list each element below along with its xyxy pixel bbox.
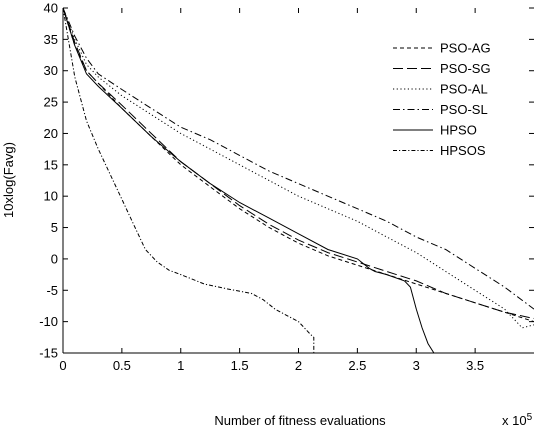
series-line-pso-sg [63,8,534,319]
y-tick-label: 15 [44,157,58,172]
series-line-hpso [63,8,435,353]
x-tick-label: 3 [413,358,420,373]
y-tick-label: -5 [46,283,58,298]
y-tick-label: 35 [44,32,58,47]
y-tick-label: 40 [44,1,58,16]
series-line-hpsos [63,8,315,353]
legend-label-pso-sl: PSO-SL [440,102,488,117]
y-tick-label: 30 [44,63,58,78]
y-tick-label: 10 [44,189,58,204]
y-tick-label: 5 [51,220,58,235]
x-tick-label: 0.5 [113,358,131,373]
x-multiplier-label: x 105 [502,412,533,428]
legend-label-pso-al: PSO-AL [440,82,488,97]
y-axis-label: 10xlog(Favg) [1,142,16,218]
legend-label-hpsos: HPSOS [440,143,486,158]
x-tick-label: 1.5 [231,358,249,373]
plot-area-background [63,8,534,353]
y-tick-label: 20 [44,126,58,141]
ticks-layer: 0 0.5 1 1.5 2 2.5 3 3.5 -15 -10 -5 0 5 10 15 20 25 30 35 40 [39,1,534,373]
series-line-pso-sl [63,8,534,310]
x-axis-label: Number of fitness evaluations [214,413,386,428]
x-tick-label: 2.5 [348,358,366,373]
x-tick-label: 2 [295,358,302,373]
x-tick-label: 1 [177,358,184,373]
x-tick-label: 0 [59,358,66,373]
legend-label-pso-sg: PSO-SG [440,61,491,76]
legend-label-hpso: HPSO [440,123,477,138]
y-tick-label: 25 [44,95,58,110]
legend-label-pso-ag: PSO-AG [440,41,491,56]
x-multiplier-base: x 10 [502,413,527,428]
series-layer [63,8,534,353]
legend: PSO-AG PSO-SG PSO-AL PSO-SL HPSO HPSOS [393,41,491,158]
x-multiplier-exponent: 5 [527,412,533,423]
y-tick-label: 0 [51,251,58,266]
y-tick-label: -15 [39,346,58,361]
x-tick-label: 3.5 [466,358,484,373]
y-tick-label: -10 [39,314,58,329]
